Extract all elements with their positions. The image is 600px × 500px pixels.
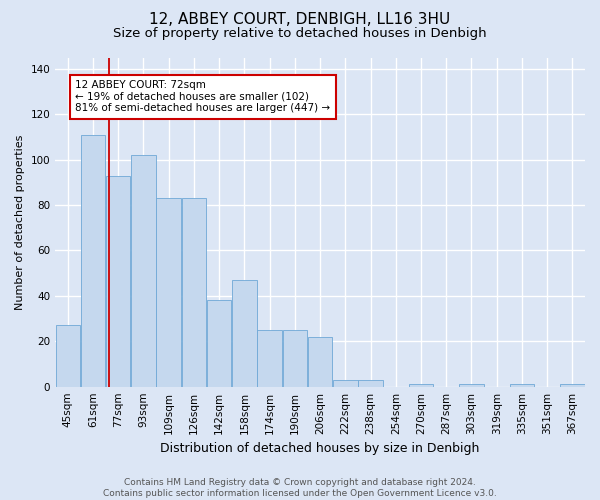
Bar [81,134,105,386]
Bar [131,155,156,386]
Bar [157,198,181,386]
Bar [409,384,433,386]
Bar [560,384,584,386]
Text: Size of property relative to detached houses in Denbigh: Size of property relative to detached ho… [113,28,487,40]
Bar [207,300,232,386]
Bar [333,380,358,386]
Bar [257,330,282,386]
Bar [182,198,206,386]
X-axis label: Distribution of detached houses by size in Denbigh: Distribution of detached houses by size … [160,442,480,455]
Text: 12, ABBEY COURT, DENBIGH, LL16 3HU: 12, ABBEY COURT, DENBIGH, LL16 3HU [149,12,451,28]
Bar [358,380,383,386]
Bar [283,330,307,386]
Text: Contains HM Land Registry data © Crown copyright and database right 2024.
Contai: Contains HM Land Registry data © Crown c… [103,478,497,498]
Text: 12 ABBEY COURT: 72sqm
← 19% of detached houses are smaller (102)
81% of semi-det: 12 ABBEY COURT: 72sqm ← 19% of detached … [76,80,331,114]
Bar [509,384,534,386]
Bar [459,384,484,386]
Bar [232,280,257,386]
Bar [106,176,130,386]
Bar [308,336,332,386]
Y-axis label: Number of detached properties: Number of detached properties [15,134,25,310]
Bar [56,326,80,386]
